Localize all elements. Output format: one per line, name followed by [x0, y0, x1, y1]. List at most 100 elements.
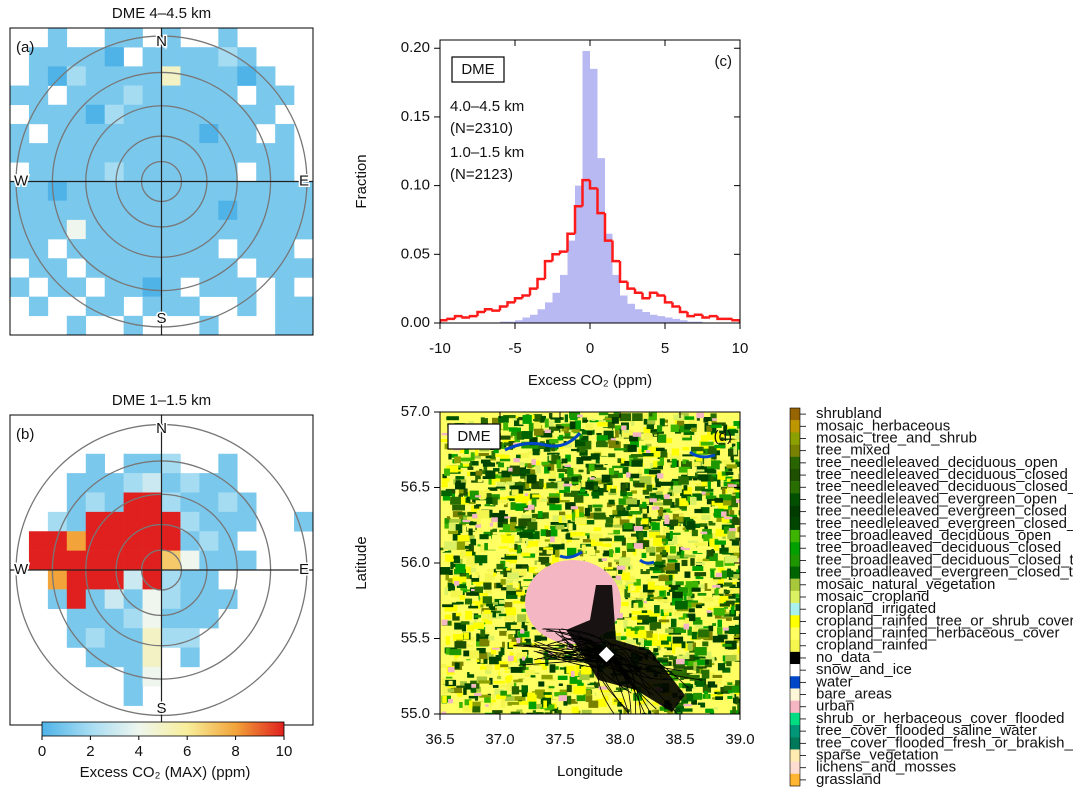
land-patch: [694, 509, 702, 513]
heat-cell: [199, 531, 218, 551]
land-patch: [548, 467, 551, 471]
heat-cell: [180, 628, 199, 648]
land-patch: [538, 681, 544, 686]
heat-cell: [180, 162, 199, 181]
land-patch: [592, 499, 603, 505]
land-patch: [462, 462, 469, 464]
urban-patch: [485, 704, 488, 706]
land-patch: [710, 570, 714, 578]
land-patch: [508, 630, 516, 634]
land-patch: [661, 482, 674, 486]
land-patch: [722, 644, 731, 647]
land-patch: [558, 500, 569, 502]
heat-cell: [10, 239, 29, 258]
land-patch: [714, 608, 725, 615]
land-patch: [728, 621, 738, 624]
heat-cell: [86, 551, 105, 571]
heat-cell: [162, 182, 181, 201]
land-patch: [627, 549, 635, 552]
land-patch: [572, 482, 579, 485]
heat-cell: [105, 182, 124, 201]
land-patch: [614, 536, 624, 542]
land-patch: [684, 485, 688, 490]
land-patch: [688, 643, 693, 651]
land-patch: [506, 568, 510, 571]
land-patch: [479, 593, 487, 596]
land-patch: [501, 471, 510, 478]
land-patch: [735, 433, 744, 439]
urban-patch: [590, 477, 595, 479]
land-patch: [650, 623, 657, 631]
land-patch: [506, 591, 516, 596]
land-patch: [493, 685, 499, 688]
legend-swatch: [790, 688, 800, 700]
land-patch: [714, 545, 719, 551]
legend-swatch: [790, 469, 800, 481]
land-patch: [642, 453, 654, 456]
site-label: DME: [457, 428, 490, 445]
heat-cell: [48, 28, 67, 47]
urban-patch: [475, 524, 481, 527]
compass-label: S: [156, 310, 166, 327]
land-patch: [501, 579, 506, 585]
land-patch: [612, 466, 624, 468]
heat-cell: [162, 258, 181, 277]
land-patch: [466, 579, 471, 586]
land-patch: [653, 714, 662, 721]
land-patch: [685, 416, 695, 419]
land-patch: [656, 448, 665, 451]
heat-cell: [199, 609, 218, 629]
land-patch: [602, 475, 611, 482]
land-patch: [652, 710, 656, 713]
land-patch: [683, 711, 693, 720]
heat-cell: [162, 124, 181, 143]
land-patch: [623, 523, 632, 529]
land-patch: [460, 595, 465, 600]
land-patch: [706, 652, 711, 661]
histogram-step: [448, 319, 456, 320]
land-patch: [616, 441, 619, 445]
land-patch: [595, 467, 607, 470]
land-patch: [469, 650, 479, 658]
urban-patch: [728, 484, 737, 486]
histogram-step: [553, 254, 561, 261]
land-patch: [519, 462, 524, 465]
land-patch: [507, 695, 512, 697]
land-patch: [497, 628, 507, 630]
land-patch: [725, 655, 736, 661]
urban-patch: [681, 547, 685, 550]
land-patch: [516, 455, 521, 459]
heat-cell: [86, 105, 105, 124]
land-patch: [675, 601, 688, 610]
legend-label: 1.0–1.5 km: [450, 144, 524, 161]
land-patch: [587, 431, 592, 435]
heat-cell: [275, 143, 294, 162]
heat-cell: [86, 66, 105, 85]
land-patch: [683, 527, 686, 530]
land-patch: [658, 575, 668, 581]
land-patch: [685, 618, 689, 624]
heat-cell: [48, 124, 67, 143]
heat-cell: [124, 512, 143, 532]
land-patch: [694, 572, 706, 576]
land-patch: [653, 488, 658, 490]
land-patch: [723, 582, 732, 586]
land-patch: [713, 636, 724, 643]
land-patch: [516, 590, 522, 592]
land-patch: [695, 647, 707, 655]
land-patch: [713, 675, 723, 678]
land-patch: [543, 692, 551, 695]
land-patch: [696, 605, 702, 609]
land-patch: [499, 651, 503, 656]
land-patch: [545, 539, 550, 541]
land-patch: [568, 523, 572, 530]
urban-patch: [522, 657, 525, 661]
histogram-bar: [620, 296, 628, 323]
land-patch: [515, 526, 527, 528]
heat-cell: [48, 570, 67, 590]
land-patch: [688, 614, 695, 622]
land-patch: [552, 544, 565, 550]
histogram-step: [545, 261, 553, 279]
land-patch: [470, 491, 479, 500]
land-patch: [617, 458, 621, 463]
